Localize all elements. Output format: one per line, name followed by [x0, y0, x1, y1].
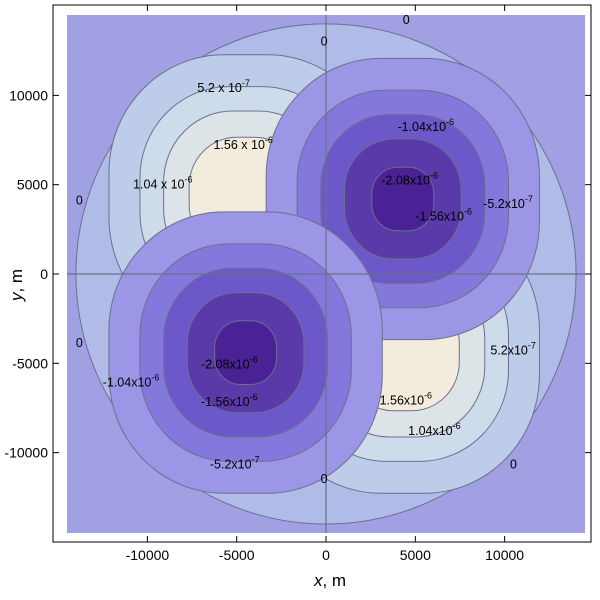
contour-label: 5.2 x 10-7: [197, 78, 250, 95]
contour-label: 1.56 x 10-6: [213, 135, 272, 152]
y-tick-label: 10000: [9, 87, 48, 103]
contour-label: -5.2x10-7: [483, 194, 533, 211]
contour-label: 1.04x10-6: [408, 421, 461, 438]
contour-label: -1.56x10-6: [201, 392, 258, 409]
contour-band: [371, 166, 435, 232]
x-tick-label: 10000: [485, 547, 524, 563]
contour-label: -1.04x10-6: [397, 117, 454, 134]
contour-label: -2.08x10-6: [201, 355, 258, 372]
contour-label: -1.56x10-6: [415, 206, 472, 223]
contour-band: [214, 320, 278, 385]
y-tick-label: -10000: [4, 445, 48, 461]
contour-label: 0: [403, 13, 410, 27]
contour-label: 1.04 x 10-6: [133, 174, 192, 191]
contour-label: 0: [76, 336, 83, 350]
contour-labels: 5.2 x 10-7 1.56 x 10-6 1.04 x 10-6 0 -1.04x1…: [76, 13, 536, 486]
y-tick-label: -5000: [12, 355, 48, 371]
contour-lobes: [108, 54, 540, 494]
plot-area: 5.2 x 10-7 1.56 x 10-6 1.04 x 10-6 0 -1.04x1…: [67, 13, 585, 533]
y-tick-label: 5000: [17, 177, 48, 193]
x-tick-label: 0: [322, 547, 330, 563]
contour-label: 0: [321, 34, 328, 48]
x-axis-ticks: -10000 -5000 0 5000 10000: [126, 5, 524, 563]
contour-label: -5.2x10-7: [210, 455, 260, 472]
x-axis-label: x, m: [313, 571, 346, 590]
contour-label: 5.2x10-7: [490, 340, 536, 357]
x-tick-label: -10000: [126, 547, 170, 563]
contour-label: -2.08x10-6: [381, 171, 438, 188]
contour-label: 0: [76, 193, 83, 207]
x-tick-label: -5000: [219, 547, 255, 563]
contour-label: 0: [321, 472, 328, 486]
contour-label: 0: [510, 458, 517, 472]
y-tick-label: 0: [40, 266, 48, 282]
contour-label: 1.56x10-6: [380, 390, 433, 407]
y-axis-ticks: 10000 5000 0 -5000 -10000: [4, 87, 591, 461]
y-axis-label: y, m: [7, 269, 26, 302]
contour-label: -1.04x10-6: [103, 373, 160, 390]
x-tick-label: 5000: [400, 547, 431, 563]
